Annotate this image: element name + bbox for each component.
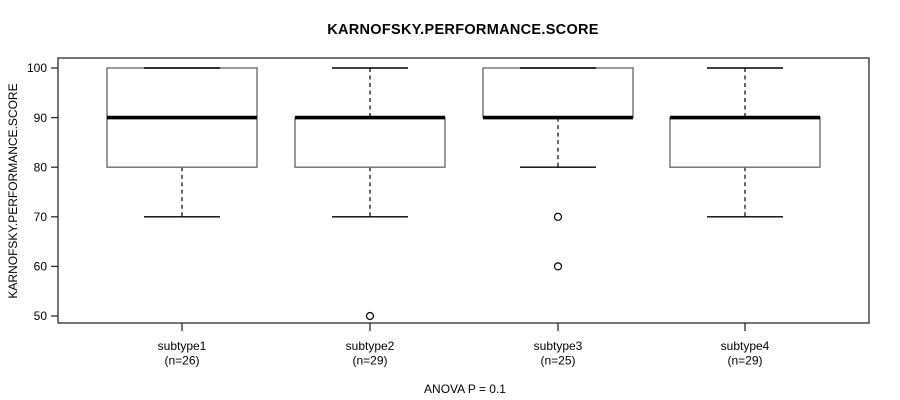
y-axis-tick-label: 100 (27, 61, 47, 75)
y-axis-tick-label: 70 (34, 210, 48, 224)
y-axis-tick-label: 50 (34, 309, 48, 323)
y-axis-tick-label: 90 (34, 111, 48, 125)
x-axis-group-count: (n=25) (540, 354, 575, 368)
x-axis-group-label: subtype2 (346, 339, 395, 353)
anova-annotation: ANOVA P = 0.1 (424, 382, 506, 396)
y-axis-tick-label: 60 (34, 260, 48, 274)
x-axis-group-label: subtype1 (158, 339, 207, 353)
y-axis-tick-label: 80 (34, 160, 48, 174)
box-rect (482, 67, 634, 119)
outlier-point (365, 311, 375, 321)
outlier-point (553, 212, 563, 221)
plot-frame (57, 57, 870, 324)
x-axis-group-label: subtype3 (534, 339, 583, 353)
x-axis-group-count: (n=29) (727, 354, 762, 368)
box-rect (294, 116, 446, 168)
outlier-point (553, 262, 563, 271)
box-rect (669, 116, 821, 168)
x-axis-group-count: (n=29) (352, 354, 387, 368)
x-axis-group-label: subtype4 (721, 339, 770, 353)
x-axis-group-count: (n=26) (164, 354, 199, 368)
chart-title: KARNOFSKY.PERFORMANCE.SCORE (327, 22, 599, 38)
